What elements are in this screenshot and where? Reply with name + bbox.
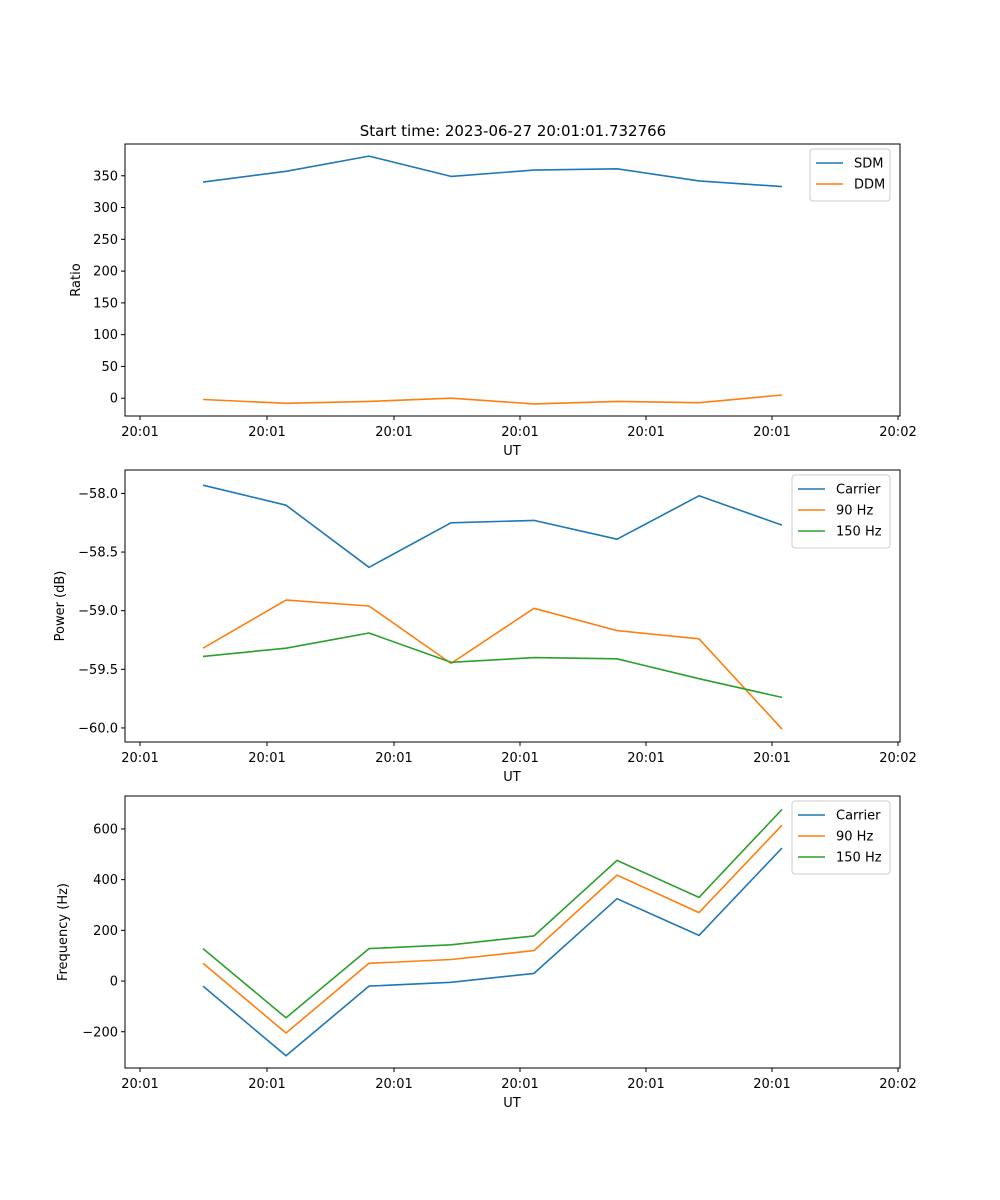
- x-tick-label: 20:01: [501, 425, 538, 440]
- y-tick-label: −59.0: [78, 604, 118, 619]
- y-tick-label: 300: [93, 201, 118, 216]
- legend-box: [791, 800, 891, 875]
- axes-frame: [124, 469, 901, 743]
- series-line-carrier: [202, 847, 783, 1057]
- x-tick-label: 20:01: [375, 751, 412, 766]
- legend-box: [791, 474, 891, 549]
- x-tick-label: 20:01: [627, 1077, 664, 1092]
- x-tick-label: 20:01: [627, 425, 664, 440]
- x-tick-label: 20:01: [753, 425, 790, 440]
- x-tick-label: 20:02: [879, 1077, 916, 1092]
- x-axis-label: UT: [503, 1096, 521, 1111]
- series-line-90-hz: [202, 599, 783, 730]
- axes-frame: [124, 143, 901, 417]
- y-tick-label: 400: [93, 873, 118, 888]
- x-tick-label: 20:01: [248, 425, 285, 440]
- series-line-90-hz: [202, 824, 783, 1034]
- x-tick-label: 20:01: [248, 751, 285, 766]
- series-line-150-hz: [202, 632, 783, 699]
- legend-label: 90 Hz: [836, 830, 873, 845]
- x-tick-label: 20:01: [375, 1077, 412, 1092]
- x-tick-label: 20:02: [879, 751, 916, 766]
- y-tick-label: 0: [110, 392, 118, 407]
- x-tick-label: 20:01: [375, 425, 412, 440]
- y-tick-label: 0: [110, 975, 118, 990]
- x-tick-label: 20:01: [501, 1077, 538, 1092]
- figure-title: Start time: 2023-06-27 20:01:01.732766: [360, 122, 666, 140]
- legend-box: [809, 148, 891, 202]
- series-line-ddm: [202, 394, 783, 405]
- y-tick-label: 600: [93, 822, 118, 837]
- x-tick-label: 20:01: [753, 751, 790, 766]
- power-panel: −60.0 −59.5 −59.0 −58.5 −58.0 20:01 20:01 20:01…: [53, 469, 917, 785]
- y-axis-label: Ratio: [69, 263, 84, 296]
- x-tick-label: 20:01: [121, 1077, 158, 1092]
- x-tick-label: 20:02: [879, 425, 916, 440]
- frequency-panel: −200 0 200 400 600 20:01 20:01 20:01 20:01 20:01 2…: [56, 795, 917, 1111]
- legend-label: 150 Hz: [836, 851, 882, 866]
- legend-label: Carrier: [836, 483, 881, 498]
- x-axis-label: UT: [503, 770, 521, 785]
- y-tick-label: 200: [93, 265, 118, 280]
- y-tick-label: 50: [101, 360, 118, 375]
- legend-label: DDM: [854, 178, 885, 193]
- series-line-150-hz: [202, 808, 783, 1019]
- y-tick-label: −60.0: [78, 721, 118, 736]
- x-tick-label: 20:01: [121, 425, 158, 440]
- x-tick-label: 20:01: [627, 751, 664, 766]
- y-tick-label: −58.5: [78, 546, 118, 561]
- y-tick-label: −59.5: [78, 663, 118, 678]
- x-tick-label: 20:01: [753, 1077, 790, 1092]
- legend-label: Carrier: [836, 809, 881, 824]
- series-line-sdm: [202, 155, 783, 188]
- legend-label: SDM: [854, 157, 883, 172]
- x-tick-label: 20:01: [248, 1077, 285, 1092]
- y-tick-label: −58.0: [78, 487, 118, 502]
- y-tick-label: 150: [93, 296, 118, 311]
- y-axis-label: Power (dB): [53, 571, 68, 642]
- y-tick-label: 350: [93, 169, 118, 184]
- x-tick-label: 20:01: [501, 751, 538, 766]
- ratio-panel: 0 50 100 150 200 250 300 350 20:01 20:01 20:01 20:0…: [69, 143, 917, 459]
- legend-label: 150 Hz: [836, 525, 882, 540]
- legend-label: 90 Hz: [836, 504, 873, 519]
- y-tick-label: 100: [93, 328, 118, 343]
- x-axis-label: UT: [503, 444, 521, 459]
- y-tick-label: 200: [93, 924, 118, 939]
- y-tick-label: 250: [93, 233, 118, 248]
- series-line-carrier: [202, 484, 783, 569]
- y-tick-label: −200: [82, 1025, 118, 1040]
- y-axis-label: Frequency (Hz): [56, 883, 71, 981]
- axes-frame: [124, 795, 901, 1069]
- x-tick-label: 20:01: [121, 751, 158, 766]
